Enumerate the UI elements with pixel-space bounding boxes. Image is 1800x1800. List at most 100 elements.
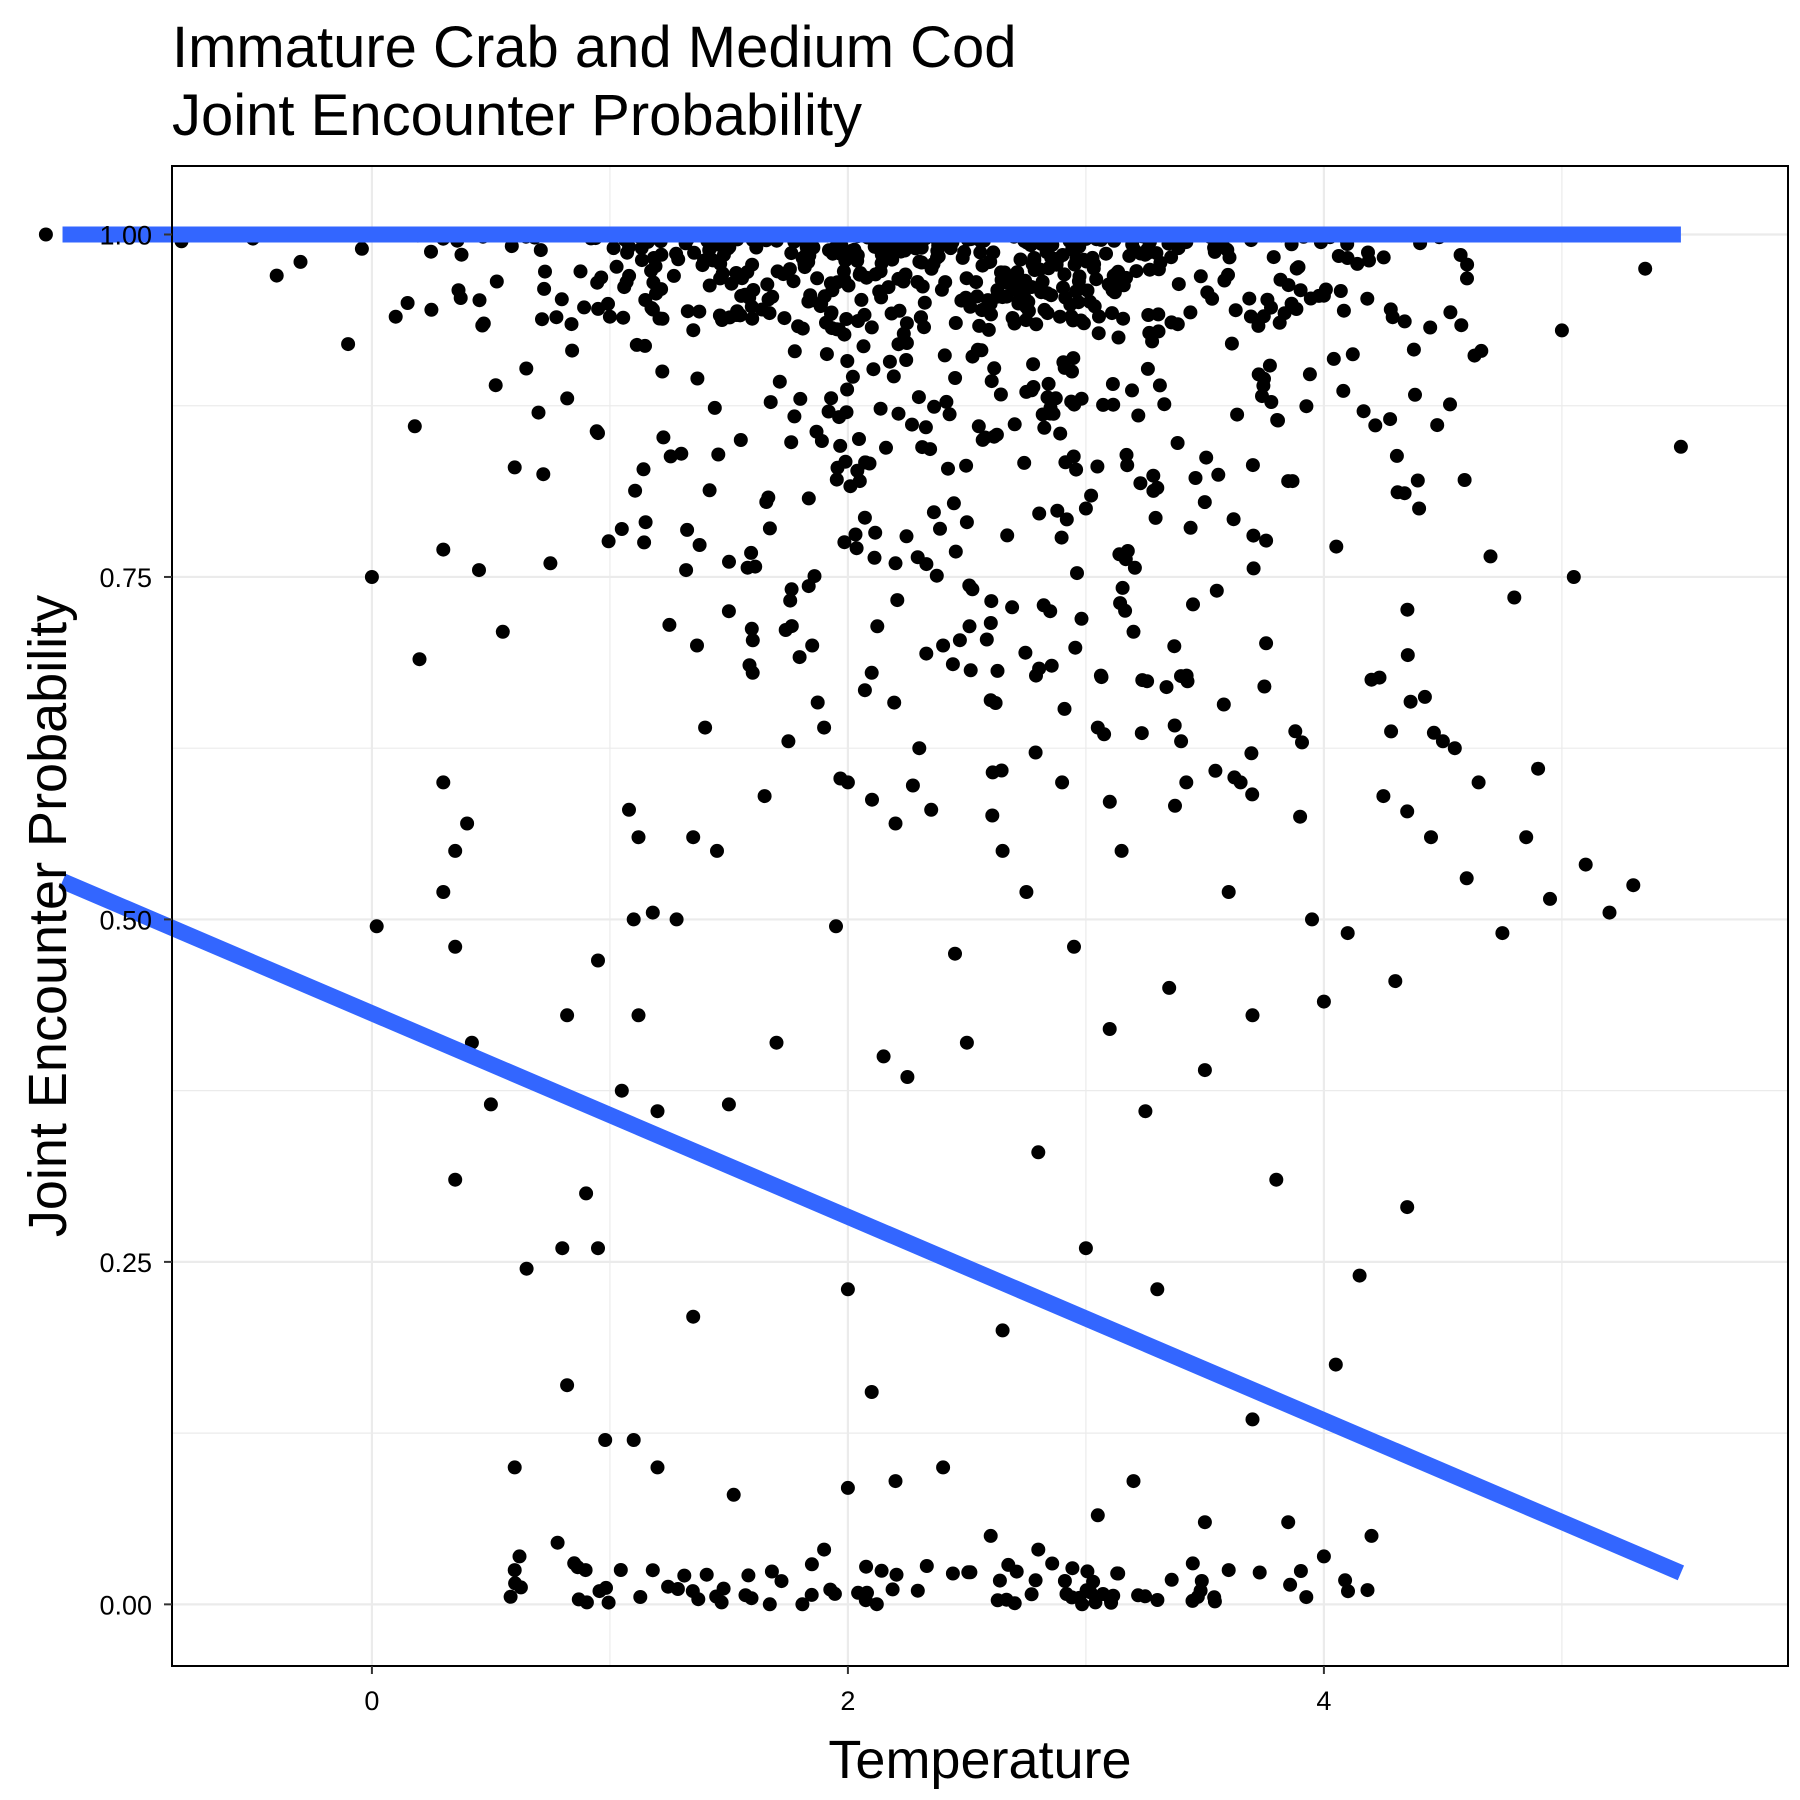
data-point [1084, 488, 1099, 503]
data-point [1170, 436, 1185, 450]
data-point [850, 463, 865, 478]
data-point [507, 1563, 522, 1578]
data-point [1078, 1241, 1093, 1256]
data-point [890, 593, 905, 608]
data-point [622, 802, 636, 817]
y-tick-label: 0.00 [99, 1590, 152, 1620]
data-point [1120, 458, 1135, 473]
data-point [646, 251, 661, 265]
data-point [1170, 317, 1185, 332]
data-point [905, 778, 920, 793]
data-point [801, 491, 816, 506]
data-point [852, 432, 866, 446]
data-point [690, 638, 704, 653]
data-point [354, 241, 369, 256]
data-point [841, 278, 856, 293]
data-point [1329, 539, 1344, 554]
data-point [1032, 661, 1047, 676]
data-point [448, 1172, 463, 1187]
data-point [819, 347, 834, 362]
data-point [1053, 426, 1068, 441]
data-point [867, 550, 882, 565]
data-point [1185, 1556, 1200, 1571]
data-point [1127, 560, 1142, 575]
data-point [1131, 1588, 1146, 1603]
data-point [1208, 763, 1223, 778]
data-point [915, 440, 930, 455]
data-point [760, 277, 775, 292]
data-point [1383, 412, 1398, 427]
data-point [646, 275, 661, 290]
data-point [472, 563, 486, 578]
data-point [990, 663, 1005, 678]
data-point [1037, 420, 1052, 435]
data-point [1578, 857, 1593, 872]
data-point [495, 624, 510, 639]
data-point [1459, 871, 1474, 886]
data-point [817, 720, 832, 735]
data-point [709, 1589, 724, 1604]
data-point [1168, 798, 1182, 813]
data-point [984, 374, 999, 389]
data-point [859, 270, 874, 285]
data-point [341, 337, 356, 352]
data-point [721, 604, 736, 619]
data-point [616, 310, 631, 325]
data-point [839, 312, 854, 326]
data-point [864, 1385, 879, 1399]
data-point [671, 252, 686, 267]
data-point [531, 405, 546, 420]
data-point [929, 568, 944, 583]
data-point [1157, 397, 1172, 412]
data-point [762, 1597, 777, 1612]
data-point [1174, 734, 1189, 749]
data-point [1400, 602, 1415, 617]
data-point [680, 522, 695, 537]
data-point [1245, 1412, 1260, 1427]
data-point [1001, 1557, 1016, 1572]
data-point [933, 521, 947, 536]
data-point [937, 348, 952, 363]
data-point [974, 303, 989, 318]
data-point [594, 270, 609, 285]
data-point [711, 447, 726, 462]
data-point [1013, 252, 1028, 267]
data-point [1021, 304, 1036, 318]
data-point [634, 253, 649, 268]
data-point [995, 843, 1010, 858]
data-point [830, 275, 845, 290]
data-point [1043, 400, 1058, 415]
y-axis-ticks: 0.00 0.25 0.50 0.75 1.00 [99, 220, 172, 1620]
data-point [837, 535, 852, 550]
data-points [38, 227, 1688, 1612]
data-point [1256, 309, 1271, 324]
data-point [662, 617, 677, 632]
data-point [1284, 296, 1299, 311]
x-axis-ticks: 0 2 4 [364, 1666, 1331, 1716]
data-point [1068, 640, 1083, 655]
data-point [631, 1008, 646, 1023]
data-point [1340, 926, 1355, 941]
data-point [971, 419, 986, 434]
data-point [669, 912, 684, 927]
y-tick-label: 1.00 [99, 220, 152, 250]
data-point [962, 578, 977, 593]
data-point [1406, 342, 1421, 357]
data-point [1102, 1022, 1117, 1036]
data-point [1336, 303, 1351, 318]
data-point [507, 1460, 522, 1475]
data-point [810, 271, 825, 286]
data-point [652, 311, 667, 326]
data-point [787, 344, 802, 359]
data-point [856, 339, 871, 354]
data-point [536, 467, 551, 482]
data-point [948, 946, 962, 961]
data-point [369, 919, 384, 934]
data-point [972, 318, 987, 333]
data-point [914, 310, 928, 325]
data-point [744, 1591, 759, 1606]
data-point [942, 407, 957, 422]
data-point [1222, 250, 1237, 265]
data-point [899, 316, 914, 331]
data-point [827, 1586, 842, 1601]
